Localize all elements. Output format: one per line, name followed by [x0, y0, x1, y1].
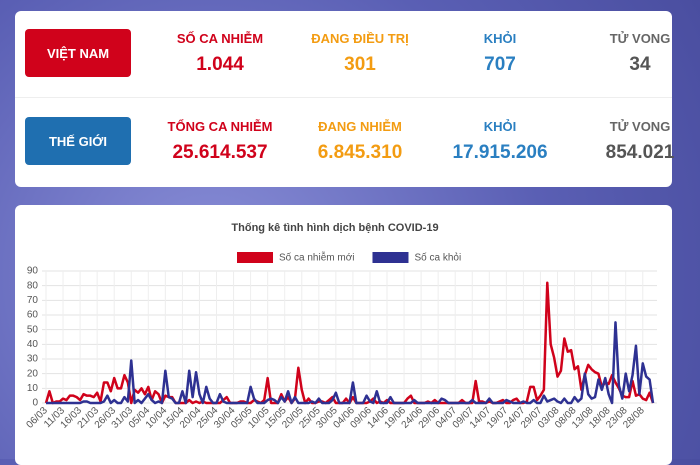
stat-label: TỬ VONG	[609, 31, 671, 46]
stat: SỐ CA NHIỄM 1.044	[145, 31, 295, 76]
legend-swatch	[372, 252, 409, 263]
series-line	[46, 321, 655, 405]
chart: Thống kê tình hình dịch bệnh COVID-19 0 1…	[25, 222, 657, 431]
region-badge[interactable]: VIỆT NAM	[25, 29, 131, 77]
stat-label: ĐANG ĐIỀU TRỊ	[311, 31, 409, 46]
stat-value: 301	[344, 54, 376, 75]
legend-label: Số ca nhiễm mới	[279, 251, 354, 264]
stat: KHỎI 707	[425, 31, 575, 76]
y-tick-label: 40	[27, 339, 39, 350]
stat-value: 25.614.537	[172, 142, 268, 163]
vietnam-row: VIỆT NAM SỐ CA NHIỄM 1.044 ĐANG ĐIỀU TRỊ 301…	[15, 11, 672, 98]
stat: ĐANG NHIỄM 6.845.310	[285, 119, 435, 164]
stat-label: KHỎI	[483, 31, 517, 46]
stat: TỬ VONG 34	[565, 31, 700, 76]
stat-label: ĐANG NHIỄM	[318, 119, 402, 134]
stat-value: 6.845.310	[317, 142, 403, 163]
world-row: THẾ GIỚI TỔNG CA NHIỄM 25.614.537 ĐANG NHIỄ…	[15, 99, 674, 185]
stat-value: 34	[629, 54, 651, 75]
stat: TỔNG CA NHIỄM 25.614.537	[145, 119, 295, 164]
y-tick-label: 0	[32, 398, 38, 409]
legend-label: Số ca khỏi	[414, 252, 461, 264]
stat: TỬ VONG 854.021	[565, 119, 700, 164]
y-tick-label: 30	[27, 354, 39, 365]
stat-label: SỐ CA NHIỄM	[176, 31, 264, 46]
y-tick-label: 90	[27, 266, 39, 277]
stat: KHỎI 17.915.206	[425, 119, 575, 164]
stats-card: VIỆT NAM SỐ CA NHIỄM 1.044 ĐANG ĐIỀU TRỊ 301…	[15, 11, 674, 187]
y-tick-label: 80	[27, 280, 39, 291]
y-tick-label: 10	[27, 383, 39, 394]
legend-swatch	[237, 252, 273, 263]
stat-value: 707	[484, 54, 516, 75]
chart-title: Thống kê tình hình dịch bệnh COVID-19	[231, 222, 438, 234]
y-tick-label: 70	[27, 295, 39, 306]
region-badge[interactable]: THẾ GIỚI	[25, 117, 131, 165]
stat-label: KHỎI	[483, 119, 517, 134]
stat: ĐANG ĐIỀU TRỊ 301	[285, 31, 435, 76]
y-tick-label: 60	[27, 310, 39, 321]
y-tick-label: 50	[27, 324, 39, 335]
chart-card: Thống kê tình hình dịch bệnh COVID-19 0 1…	[15, 205, 672, 465]
stat-value: 17.915.206	[452, 142, 548, 163]
stat-value: 854.021	[605, 142, 675, 163]
stat-label: TỔNG CA NHIỄM	[167, 119, 273, 134]
y-tick-label: 20	[27, 368, 39, 379]
stat-value: 1.044	[196, 54, 244, 75]
stat-label: TỬ VONG	[609, 119, 671, 134]
